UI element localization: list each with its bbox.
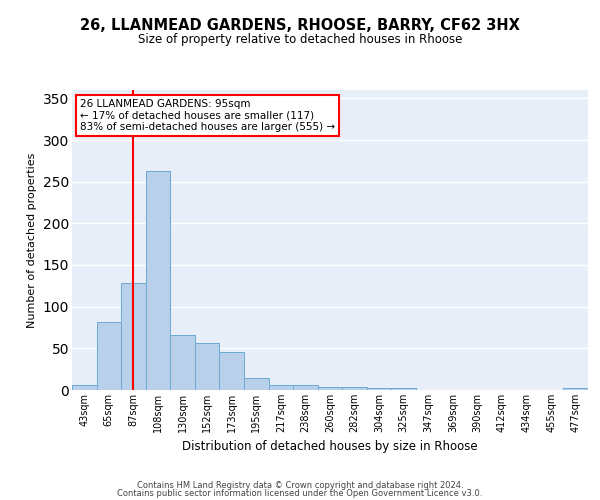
Bar (121, 284, 146, 390)
Y-axis label: Number of detached properties: Number of detached properties (27, 152, 37, 328)
Bar (72, 385, 97, 390)
Bar (220, 352, 244, 390)
Text: 26, LLANMEAD GARDENS, RHOOSE, BARRY, CF62 3HX: 26, LLANMEAD GARDENS, RHOOSE, BARRY, CF6… (80, 18, 520, 32)
Text: Contains public sector information licensed under the Open Government Licence v3: Contains public sector information licen… (118, 489, 482, 498)
Bar (146, 171, 170, 390)
Bar (367, 388, 391, 390)
Text: Contains HM Land Registry data © Crown copyright and database right 2024.: Contains HM Land Registry data © Crown c… (137, 480, 463, 490)
Bar (293, 385, 318, 390)
Bar (170, 335, 195, 390)
X-axis label: Distribution of detached houses by size in Rhoose: Distribution of detached houses by size … (182, 440, 478, 454)
Bar (318, 386, 342, 390)
Bar (97, 322, 121, 390)
Text: Size of property relative to detached houses in Rhoose: Size of property relative to detached ho… (138, 32, 462, 46)
Bar (269, 385, 293, 390)
Bar (342, 386, 367, 390)
Bar (563, 388, 588, 390)
Bar (391, 388, 416, 390)
Bar (195, 342, 220, 390)
Bar (244, 378, 269, 390)
Text: 26 LLANMEAD GARDENS: 95sqm
← 17% of detached houses are smaller (117)
83% of sem: 26 LLANMEAD GARDENS: 95sqm ← 17% of deta… (80, 99, 335, 132)
